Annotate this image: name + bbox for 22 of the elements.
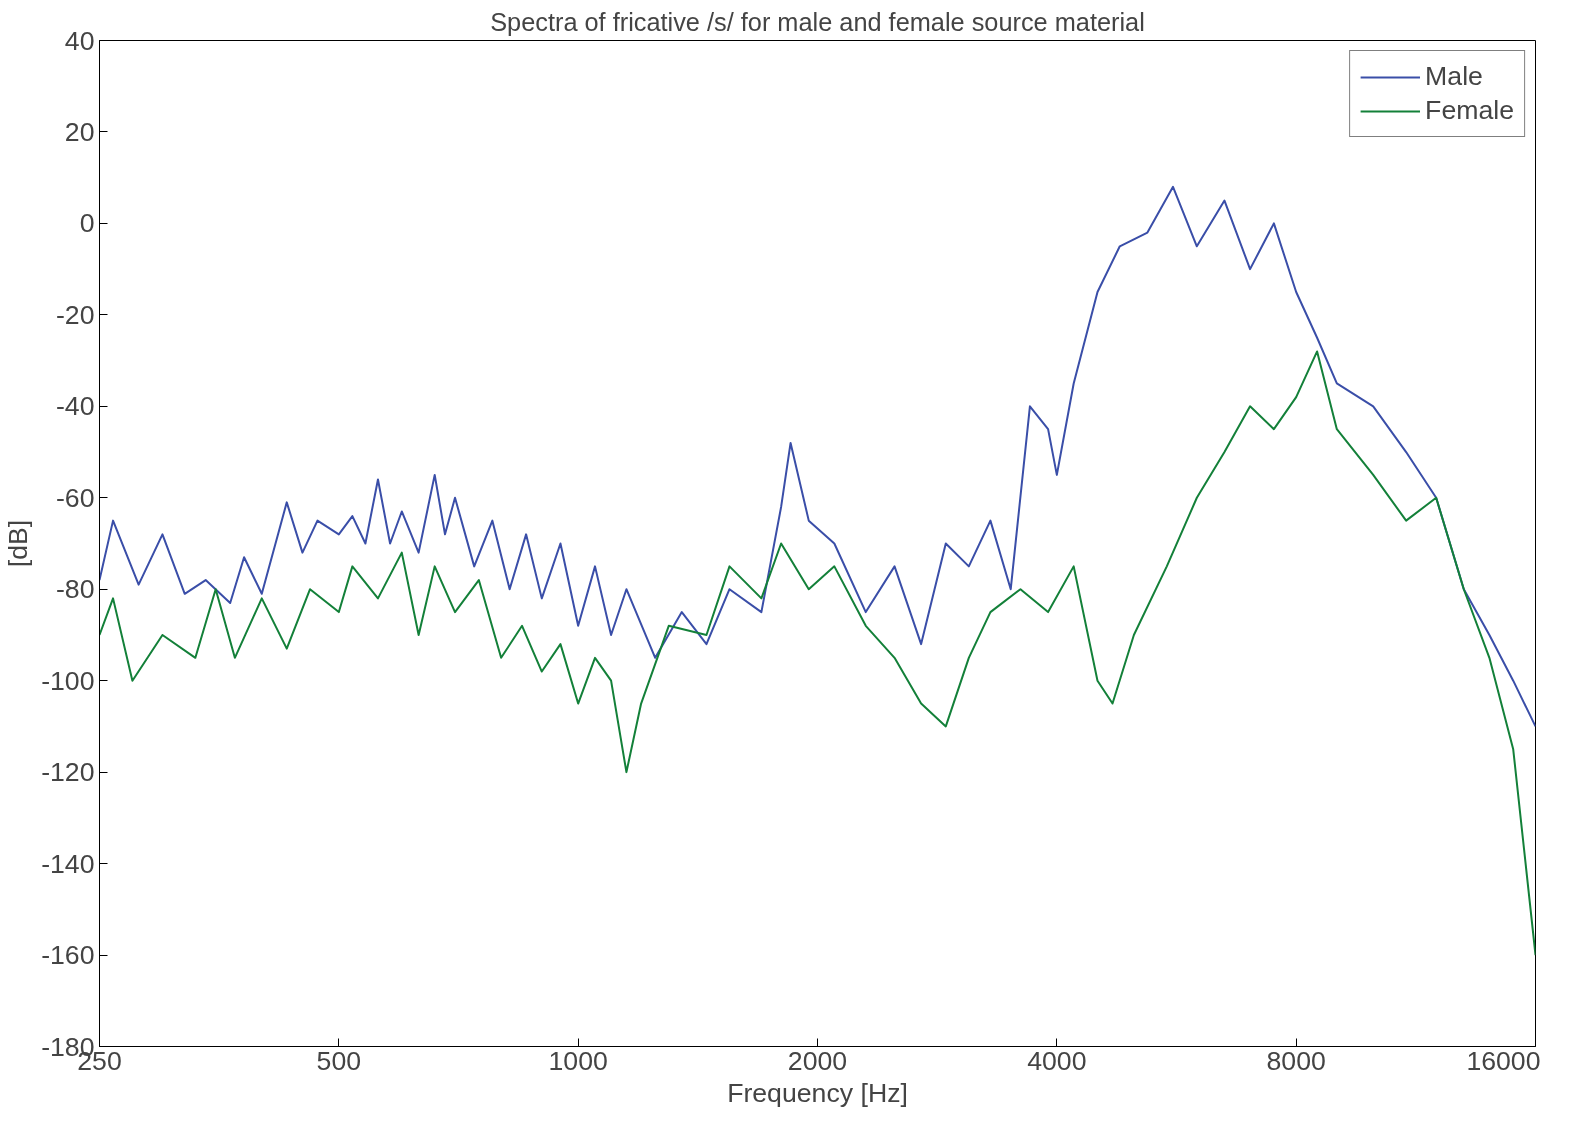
y-tick-label: -60 xyxy=(55,482,95,513)
x-tick-label: 500 xyxy=(316,1045,362,1076)
x-axis-title: Frequency [Hz] xyxy=(727,1077,908,1108)
x-tick-label: 16000 xyxy=(1466,1045,1541,1076)
y-tick-label: -100 xyxy=(41,665,95,696)
y-tick-label: -120 xyxy=(41,757,95,788)
x-tick-label: 8000 xyxy=(1266,1045,1326,1076)
y-tick-label: -40 xyxy=(55,391,95,422)
x-tick-label: 4000 xyxy=(1027,1045,1087,1076)
y-tick-label: -20 xyxy=(55,299,95,330)
y-tick-label: -80 xyxy=(55,574,95,605)
legend-label: Female xyxy=(1425,95,1514,126)
chart-title: Spectra of fricative /s/ for male and female source material xyxy=(490,7,1145,36)
y-tick-label: -140 xyxy=(41,848,95,879)
y-tick-label: 0 xyxy=(79,208,95,239)
x-tick-label: 1000 xyxy=(548,1045,608,1076)
y-axis-title: [dB] xyxy=(3,519,34,568)
y-tick-label: 40 xyxy=(64,25,95,56)
legend-label: Male xyxy=(1425,61,1483,92)
y-tick-label: -160 xyxy=(41,940,95,971)
x-tick-label: 2000 xyxy=(787,1045,848,1076)
y-tick-label: 20 xyxy=(64,116,95,147)
